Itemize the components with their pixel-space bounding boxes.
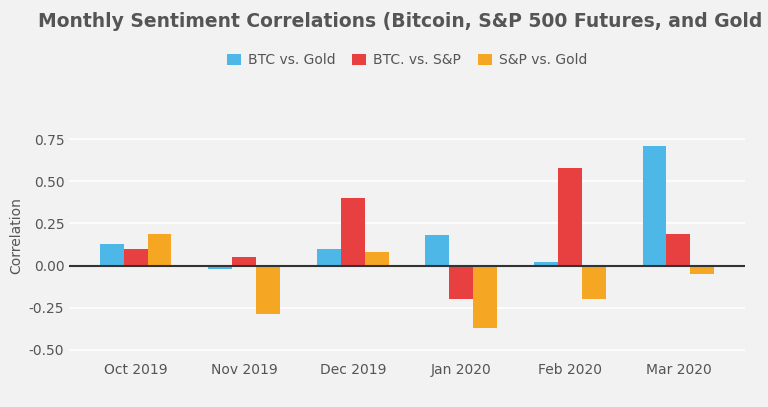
Bar	[558, 168, 582, 265]
Bar	[473, 265, 497, 328]
Bar	[317, 249, 341, 265]
Y-axis label: Correlation: Correlation	[9, 198, 23, 274]
Bar	[449, 265, 473, 299]
Bar	[582, 265, 606, 299]
Bar	[100, 244, 124, 265]
Bar	[534, 262, 558, 265]
Bar	[690, 265, 714, 274]
Bar	[425, 235, 449, 265]
Bar	[341, 198, 365, 265]
Bar	[232, 257, 257, 265]
Bar	[643, 146, 667, 265]
Legend: BTC vs. Gold, BTC. vs. S&P, S&P vs. Gold: BTC vs. Gold, BTC. vs. S&P, S&P vs. Gold	[222, 48, 592, 73]
Bar	[257, 265, 280, 314]
Bar	[365, 252, 389, 265]
Text: Monthly Sentiment Correlations (Bitcoin, S&P 500 Futures, and Gold Futures): Monthly Sentiment Correlations (Bitcoin,…	[38, 12, 768, 31]
Bar	[208, 265, 232, 269]
Bar	[147, 234, 171, 265]
Bar	[124, 249, 147, 265]
Bar	[667, 234, 690, 265]
